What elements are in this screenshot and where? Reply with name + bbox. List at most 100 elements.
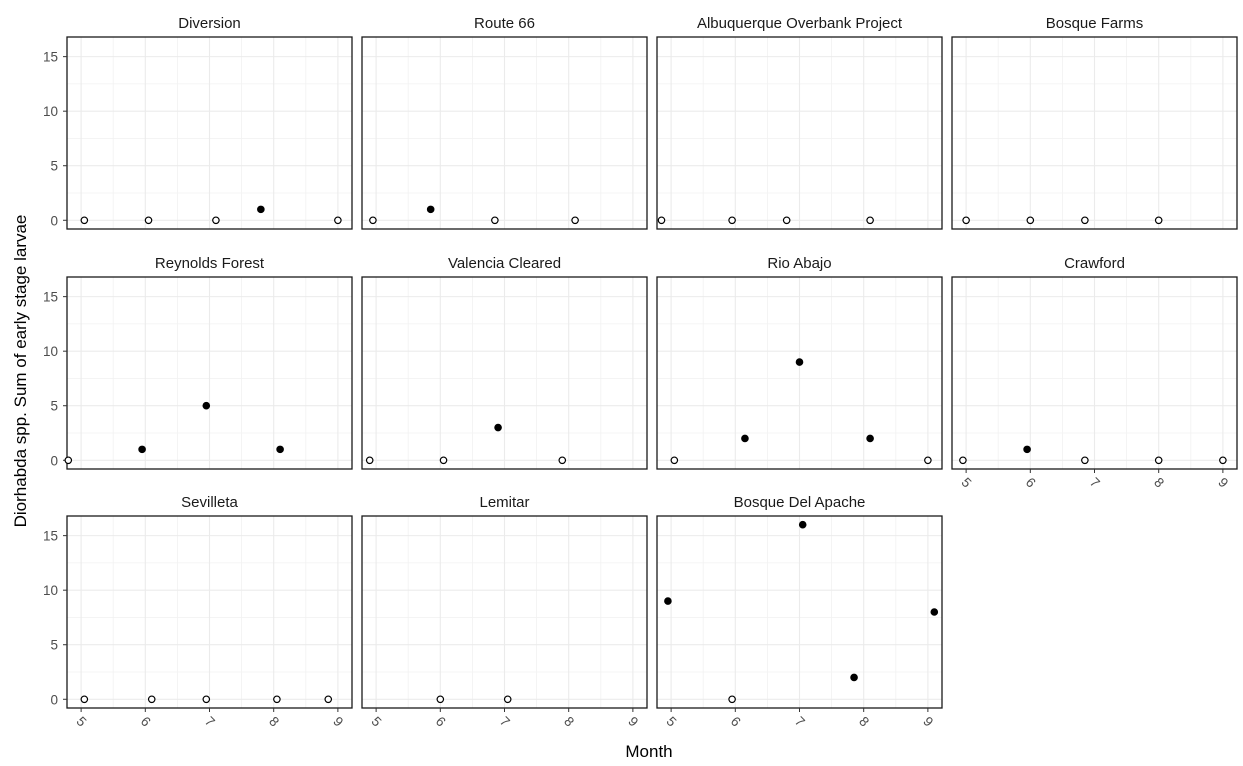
facet-title: Bosque Del Apache <box>734 494 866 511</box>
data-point <box>782 216 791 225</box>
data-point <box>962 216 970 225</box>
x-tick-label: 5 <box>369 714 385 730</box>
data-point <box>503 695 512 704</box>
facet-panel: Sevilleta 0 5 10 15 5 6 7 8 9 <box>43 494 353 730</box>
data-point <box>257 205 265 214</box>
facet-panel: Lemitar 5 6 7 8 9 <box>361 494 648 730</box>
facet-panel: Albuquerque Overbank Project <box>656 15 943 230</box>
data-point <box>1026 216 1035 225</box>
panel-border <box>951 36 1238 230</box>
data-point <box>1081 456 1089 465</box>
panel-border <box>656 276 943 470</box>
facet-panel: Reynolds Forest 0 5 10 15 <box>43 255 353 470</box>
x-tick-label: 7 <box>497 714 513 730</box>
data-point <box>436 695 445 704</box>
facet-panel: Diversion 0 5 10 15 <box>43 15 353 230</box>
x-tick-label: 6 <box>138 714 154 730</box>
y-tick-label: 5 <box>50 638 58 653</box>
data-point <box>1081 216 1089 225</box>
data-point <box>728 216 736 225</box>
data-point <box>795 358 804 366</box>
x-tick-label: 8 <box>856 714 872 730</box>
data-point <box>334 216 342 225</box>
data-point <box>959 456 967 465</box>
facet-panel: Crawford 5 6 7 8 9 <box>951 255 1238 491</box>
data-point <box>657 216 666 225</box>
data-point <box>147 695 156 704</box>
panel-border <box>361 276 648 470</box>
data-point <box>866 216 874 225</box>
x-tick-label: 8 <box>266 714 282 730</box>
panel-border <box>66 276 353 470</box>
y-tick-label: 10 <box>43 104 58 119</box>
y-tick-label: 10 <box>43 583 58 598</box>
facet-title: Albuquerque Overbank Project <box>697 15 903 32</box>
facet-title: Valencia Cleared <box>448 255 561 272</box>
data-point <box>202 695 211 704</box>
facet-title: Reynolds Forest <box>155 255 265 272</box>
facet-panel: Valencia Cleared <box>361 255 648 470</box>
panel-border <box>361 36 648 230</box>
x-tick-label: 5 <box>74 714 90 730</box>
y-tick-label: 0 <box>50 453 58 468</box>
data-point <box>202 401 211 410</box>
x-axis-title: Month <box>625 742 672 761</box>
data-point <box>1154 456 1163 465</box>
data-point <box>324 695 333 704</box>
y-tick-label: 15 <box>43 290 58 305</box>
facet-panel: Rio Abajo <box>656 255 943 470</box>
facet-title: Route 66 <box>474 15 535 32</box>
y-tick-label: 10 <box>43 344 58 359</box>
y-axis-title: Diorhabda spp. Sum of early stage larvae <box>11 215 30 528</box>
facet-title: Sevilleta <box>181 494 238 511</box>
x-tick-label: 7 <box>202 714 218 730</box>
facet-title: Bosque Farms <box>1046 15 1144 32</box>
y-tick-label: 0 <box>50 692 58 707</box>
data-point <box>138 445 146 454</box>
data-point <box>850 673 858 682</box>
y-tick-label: 5 <box>50 399 58 414</box>
data-point <box>930 608 939 616</box>
data-point <box>798 520 807 529</box>
x-tick-label: 6 <box>1023 475 1039 491</box>
data-point <box>571 216 579 225</box>
data-point <box>1023 445 1031 454</box>
x-tick-label: 6 <box>728 714 744 730</box>
x-tick-label: 6 <box>433 714 449 730</box>
y-tick-label: 5 <box>50 159 58 174</box>
data-point <box>80 695 89 704</box>
y-tick-label: 15 <box>43 529 58 544</box>
data-point <box>64 456 73 465</box>
x-tick-label: 9 <box>1215 475 1231 491</box>
data-point <box>144 216 153 225</box>
panel-border <box>656 36 943 230</box>
data-point <box>491 216 499 225</box>
x-tick-label: 8 <box>561 714 577 730</box>
panel-border <box>66 36 353 230</box>
x-tick-label: 7 <box>792 714 808 730</box>
data-point <box>1219 456 1227 465</box>
facet-title: Diversion <box>178 15 241 32</box>
x-tick-label: 9 <box>330 714 346 730</box>
data-point <box>670 456 679 465</box>
x-tick-label: 7 <box>1087 475 1103 491</box>
y-tick-label: 0 <box>50 213 58 228</box>
data-point <box>276 445 284 454</box>
x-tick-label: 8 <box>1151 475 1167 491</box>
y-tick-label: 15 <box>43 50 58 65</box>
x-tick-label: 5 <box>664 714 680 730</box>
data-point <box>365 456 374 465</box>
data-point <box>439 456 448 465</box>
x-tick-label: 9 <box>625 714 641 730</box>
facet-title: Rio Abajo <box>767 255 831 272</box>
data-point <box>80 216 89 225</box>
data-point <box>741 434 749 443</box>
data-point <box>273 695 281 704</box>
data-point <box>1154 216 1163 225</box>
x-tick-label: 9 <box>920 714 936 730</box>
x-tick-label: 5 <box>959 475 975 491</box>
facet-panel: Route 66 <box>361 15 648 230</box>
data-point <box>558 456 567 465</box>
data-point <box>924 456 932 465</box>
data-point <box>212 216 220 225</box>
